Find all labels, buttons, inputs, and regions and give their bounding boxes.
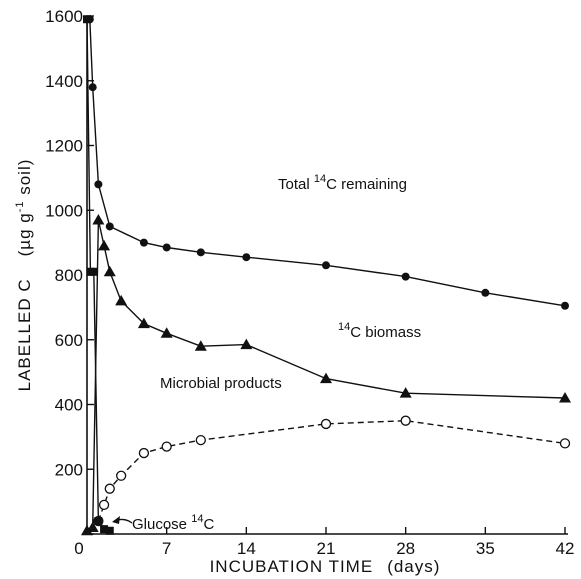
data-point [81,524,93,536]
y-axis-title: LABELLED C(µg g-1 soil) [14,159,34,392]
data-point [196,248,205,257]
data-point [115,294,128,306]
data-point [103,265,116,277]
label-total-remaining: Total 14C remaining [278,173,407,193]
x-tick-label: 28 [396,539,415,558]
data-point [320,372,332,384]
data-point [89,267,98,276]
y-tick-label: 800 [55,266,83,285]
data-point [105,526,114,535]
data-point [161,441,172,452]
data-point [100,525,109,534]
series-0 [83,15,569,310]
y-tick-label: 1600 [45,7,83,26]
series-2 [93,415,571,527]
data-point [240,338,253,350]
data-point [481,288,490,297]
data-point [322,261,330,270]
y-tick-label: 200 [55,460,83,479]
data-point [320,418,332,430]
series-layer [81,15,571,536]
data-point [137,317,150,329]
label-biomass: 14C biomass [338,321,421,341]
data-point [399,387,412,398]
data-point [559,392,571,403]
x-axis-title: INCUBATION TIME (days) [210,557,441,576]
data-point [160,327,173,338]
glucose-label-arrow [112,516,133,524]
data-point [104,483,115,494]
y-tick-label: 1000 [45,201,83,220]
y-tick-label: 400 [55,396,83,415]
x-tick-label: 35 [476,539,495,558]
x-tick-label: 7 [162,539,171,558]
data-point [105,222,114,231]
x-tick-label: 21 [317,539,336,558]
y-ticks: 200 400 600 800 1000 1200 1400 1600 [45,7,94,535]
data-point [115,470,127,481]
data-point [242,253,251,262]
data-point [92,213,105,225]
data-point [401,272,410,281]
series-line [97,419,566,522]
series-1 [81,213,571,536]
series-3 [83,15,114,535]
glucose-arrow-head [112,516,120,524]
data-point [94,517,103,526]
label-glucose: Glucose 14C [132,513,214,533]
data-point [162,243,171,252]
x-tick-label: 42 [556,539,575,558]
data-point [94,180,103,189]
data-point [138,447,150,459]
x-tick-label: 0 [74,539,83,558]
axes [86,16,568,535]
data-point [98,239,111,251]
label-microbial-products: Microbial products [160,375,282,392]
data-point [86,521,99,533]
data-point [195,434,206,446]
data-point [559,438,571,449]
y-tick-label: 600 [55,331,83,350]
data-point [88,83,97,92]
y-tick-label: 1200 [45,137,83,156]
data-point [194,340,207,351]
x-tick-label: 14 [237,539,256,558]
y-tick-label: 1400 [45,72,83,91]
data-point [561,301,569,310]
data-point [98,499,110,511]
data-point [139,238,148,247]
x-ticks: 0 7 14 21 28 35 42 [74,527,574,558]
data-point [83,15,91,24]
data-point [400,415,411,426]
